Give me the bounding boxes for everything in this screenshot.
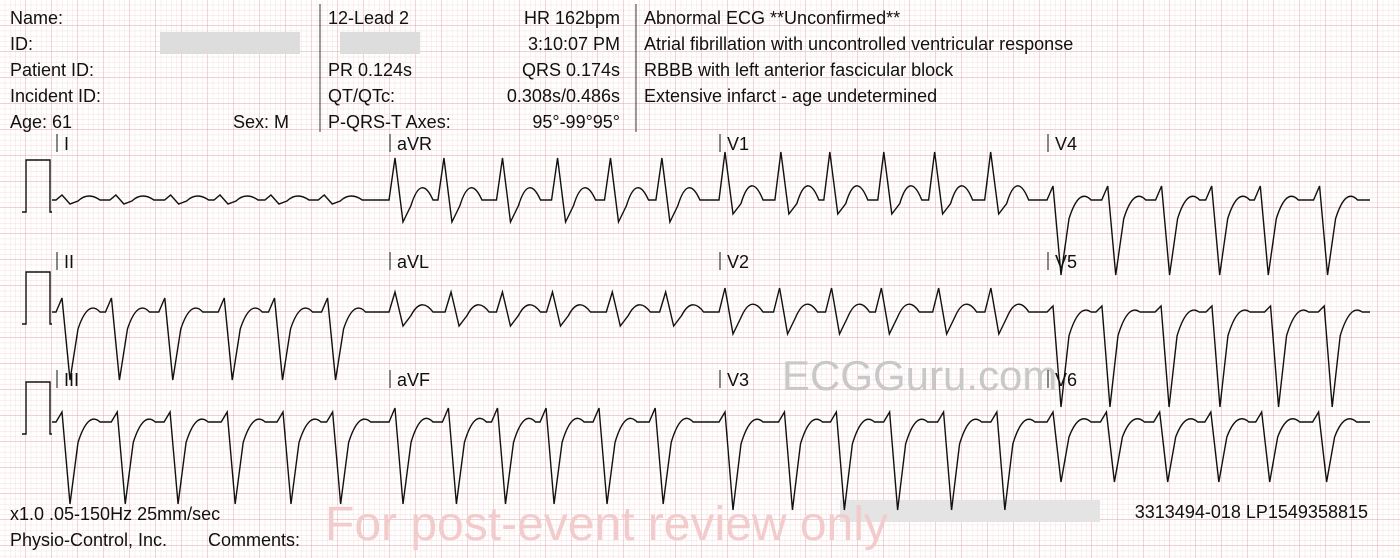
lead-label: V1 [727,134,749,154]
ecg-trace [385,407,715,505]
calibration-pulse [22,159,52,213]
interpretation: RBBB with left anterior fascicular block [644,60,954,80]
value: 3:10:07 PM [528,34,620,54]
ecg-trace [715,151,1043,216]
ecg-trace [52,409,385,505]
ecg-trace [385,289,715,328]
footer-text: 3313494-018 LP1549358815 [1135,502,1368,522]
label: Incident ID: [10,86,101,106]
value: HR 162bpm [524,8,620,28]
lead-label: III [64,370,79,390]
lead-label: V2 [727,252,749,272]
label: Sex: M [233,112,289,132]
lead-label: aVR [397,134,432,154]
value: PR 0.124s [328,60,412,80]
ecg-trace [715,287,1043,337]
value: 95°-99°95° [532,112,620,132]
lead-label: V5 [1055,252,1077,272]
redaction [160,32,300,54]
lead-label: V3 [727,370,749,390]
footer-text: Physio-Control, Inc. [10,530,167,550]
interpretation: Atrial fibrillation with uncontrolled ve… [644,34,1073,54]
label: 12-Lead 2 [328,8,409,28]
calibration-pulse [22,381,52,435]
ecg-trace [1043,304,1370,408]
lead-label: V6 [1055,370,1077,390]
label: QT/QTc: [328,86,395,106]
ecg-trace [1043,185,1370,276]
lead-label: II [64,252,74,272]
ecg-trace [1043,409,1370,483]
calibration-pulse [22,271,52,325]
lead-label: I [64,134,69,154]
label: ID: [10,34,33,54]
ecg-trace [715,409,1043,511]
traces [22,151,1370,511]
value: 0.308s/0.486s [507,86,620,106]
watermark: ECGGuru.com [782,352,1057,399]
ecg-trace [385,157,715,225]
lead-label: aVF [397,370,430,390]
redaction [840,500,1100,522]
watermark: For post-event review only [325,498,888,551]
interpretation: Abnormal ECG **Unconfirmed** [644,8,900,28]
interpretation: Extensive infarct - age undetermined [644,86,937,106]
label: Age: 61 [10,112,72,132]
ecg-trace [52,194,385,205]
footer-text: x1.0 .05-150Hz 25mm/sec [10,504,220,524]
redaction [340,32,420,54]
ecg-trace [52,297,385,381]
label: Name: [10,8,63,28]
label: P-QRS-T Axes: [328,112,451,132]
lead-label: aVL [397,252,429,272]
footer-text: Comments: [208,530,300,550]
label: Patient ID: [10,60,94,80]
lead-label: V4 [1055,134,1077,154]
value: QRS 0.174s [522,60,620,80]
